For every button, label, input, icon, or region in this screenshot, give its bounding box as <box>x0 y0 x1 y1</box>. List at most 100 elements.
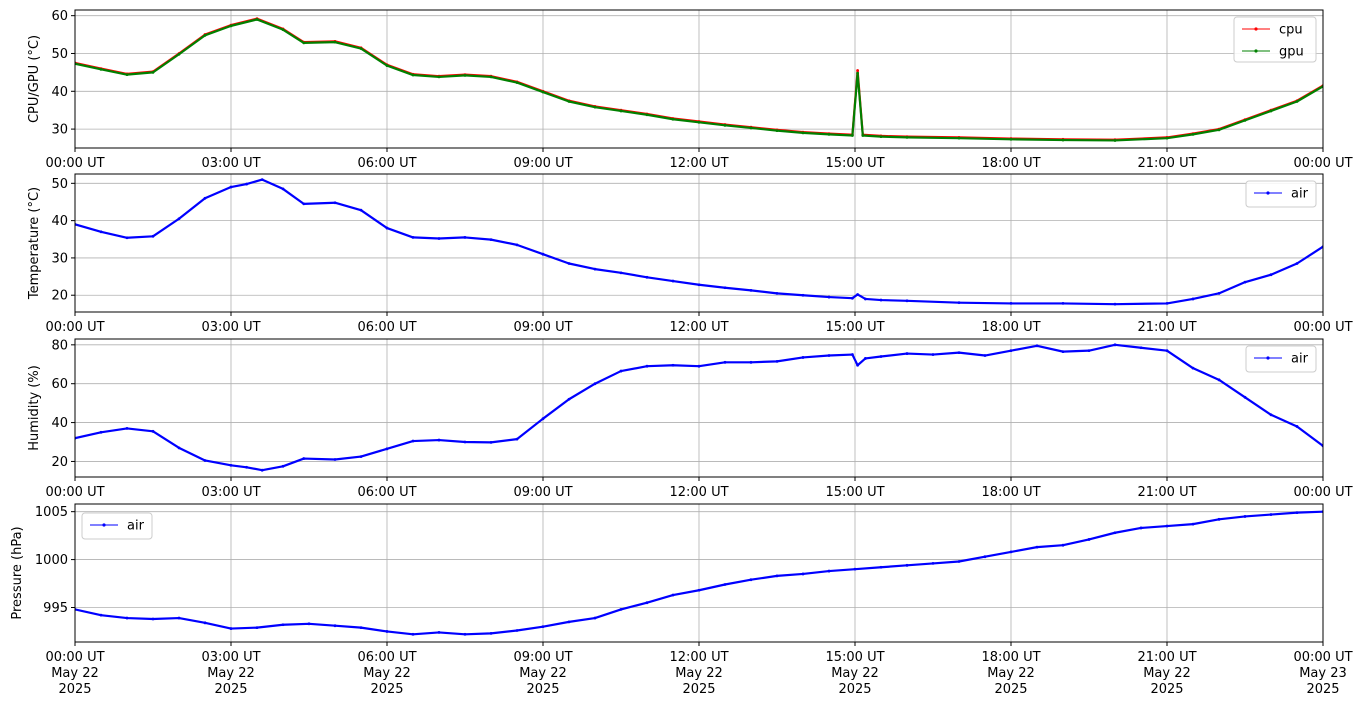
data-point <box>1269 413 1273 417</box>
data-point <box>749 126 753 130</box>
data-point <box>1295 425 1299 428</box>
data-point <box>437 237 441 240</box>
data-point <box>359 626 363 630</box>
data-point <box>827 132 831 136</box>
data-point <box>697 120 701 124</box>
data-point <box>333 624 337 628</box>
y-tick-label: 20 <box>51 289 68 304</box>
data-point <box>905 299 909 303</box>
data-point <box>1061 138 1065 142</box>
data-point <box>99 430 103 434</box>
data-point <box>1113 139 1117 142</box>
x-tick-label-line: 2025 <box>838 682 871 697</box>
y-tick-label: 40 <box>51 214 68 229</box>
data-point <box>827 295 831 299</box>
data-point <box>151 234 155 238</box>
data-point <box>229 24 233 28</box>
data-point <box>567 620 571 624</box>
data-point <box>619 109 623 113</box>
data-point <box>260 468 264 472</box>
data-point <box>411 73 415 77</box>
x-tick-label-line: 09:00 UT <box>513 650 572 665</box>
data-point <box>749 578 753 582</box>
data-point <box>203 459 207 462</box>
y-axis-label: Humidity (%) <box>27 365 42 451</box>
data-point <box>151 429 155 433</box>
data-point <box>1061 302 1065 305</box>
data-point <box>931 353 935 356</box>
x-tick-label: 00:00 UT <box>1293 485 1352 500</box>
data-point <box>593 105 597 109</box>
data-point <box>1217 291 1221 295</box>
data-point <box>1217 128 1221 132</box>
data-point <box>125 616 129 620</box>
series-gpu <box>75 18 1323 142</box>
panel-1: 30 40 50 60 00:00 UT 03:00 UT 06:00 UT 09:00 UT… <box>27 9 1353 171</box>
y-axis-label: CPU/GPU (°C) <box>27 35 42 123</box>
data-point <box>645 113 649 117</box>
y-axis-label: Pressure (hPa) <box>10 526 25 619</box>
data-point <box>645 601 649 605</box>
series-air <box>75 510 1323 636</box>
x-tick-label-line: 00:00 UT <box>1293 485 1352 500</box>
data-point <box>359 208 363 212</box>
x-tick-label-line: May 22 <box>987 666 1035 681</box>
x-tick-label-line: 06:00 UT <box>357 485 416 500</box>
data-point <box>856 71 859 75</box>
data-point <box>645 275 649 279</box>
x-tick-label: 09:00 UT <box>513 485 572 500</box>
data-point <box>1061 350 1065 354</box>
legend-entry: cpu <box>1242 23 1303 38</box>
x-tick-label: 06:00 UT <box>357 485 416 500</box>
data-point <box>203 196 207 200</box>
data-point <box>851 353 854 356</box>
data-point <box>1191 132 1195 136</box>
x-tick-label-line: 06:00 UT <box>357 156 416 171</box>
grid-lines <box>74 174 1324 312</box>
y-tick-label: 1000 <box>35 553 68 568</box>
data-point <box>1165 136 1169 140</box>
data-point <box>229 627 233 630</box>
data-point <box>567 397 571 401</box>
data-point <box>645 364 649 368</box>
data-point <box>619 608 623 611</box>
data-point <box>697 364 701 368</box>
legend-box <box>1245 180 1317 208</box>
legend-box <box>1245 345 1317 373</box>
x-tick-label: 15:00 UT <box>825 156 884 171</box>
legend-marker <box>1266 191 1270 195</box>
x-tick-label: 00:00 UT May 23 2025 <box>1293 650 1352 697</box>
data-point <box>775 129 779 133</box>
data-point <box>1061 543 1065 547</box>
data-point <box>905 352 909 355</box>
data-point <box>1243 395 1247 399</box>
data-point <box>864 357 867 360</box>
data-point <box>1165 349 1169 353</box>
data-point <box>1191 522 1195 526</box>
data-point <box>1165 524 1169 528</box>
data-point <box>861 134 865 137</box>
data-point <box>856 69 859 72</box>
data-point <box>619 369 623 373</box>
data-point <box>1269 109 1273 113</box>
x-tick-label: 21:00 UT <box>1137 156 1196 171</box>
data-point <box>567 262 571 265</box>
data-point <box>281 464 285 468</box>
data-point <box>1009 550 1013 554</box>
series-air <box>75 343 1323 472</box>
data-point <box>801 131 805 135</box>
data-point <box>879 355 883 358</box>
data-point <box>177 616 181 620</box>
data-point <box>177 446 181 450</box>
data-point <box>229 463 233 467</box>
x-tick-label: 09:00 UT May 22 2025 <box>513 650 572 697</box>
x-tick-label: 21:00 UT <box>1137 320 1196 335</box>
x-tick-label-line: 2025 <box>1306 682 1339 697</box>
data-point <box>333 458 337 461</box>
x-tick-label: 06:00 UT <box>357 156 416 171</box>
x-tick-label-line: May 22 <box>51 666 99 681</box>
x-tick-label-line: 00:00 UT <box>45 320 104 335</box>
x-tick-label-line: May 23 <box>1299 666 1347 681</box>
